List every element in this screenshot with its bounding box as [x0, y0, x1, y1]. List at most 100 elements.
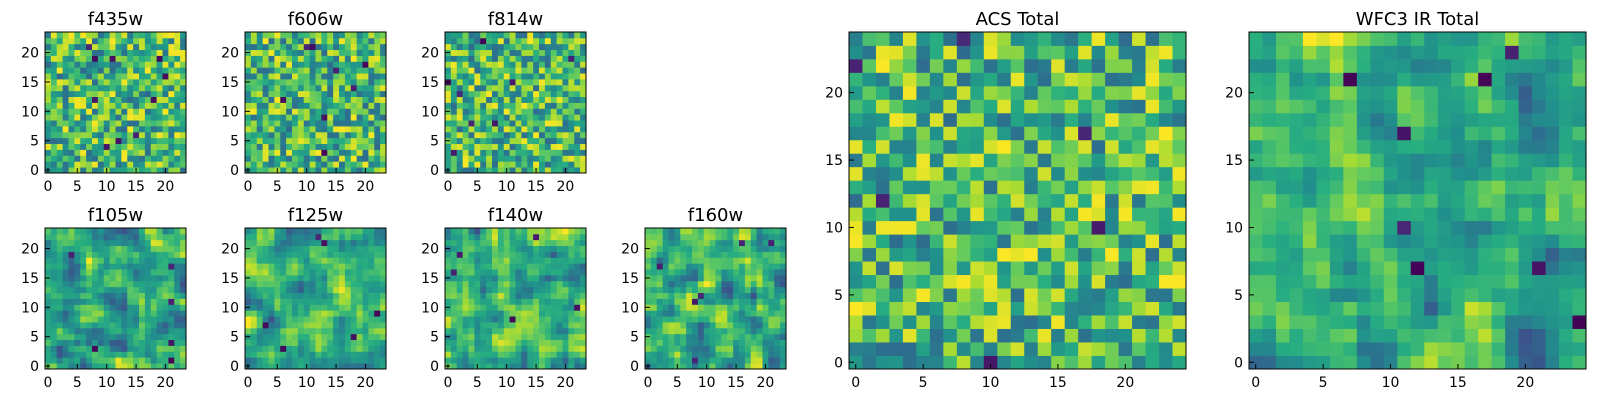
heatmap-cell	[297, 357, 305, 364]
heatmap-cell	[533, 339, 540, 346]
heatmap-cell	[150, 316, 158, 323]
heatmap-cell	[297, 73, 305, 80]
heatmap-cell	[680, 345, 687, 352]
heatmap-cell	[74, 298, 81, 305]
heatmap-cell	[168, 275, 175, 282]
heatmap-cell	[580, 37, 587, 45]
heatmap-cell	[62, 67, 69, 74]
heatmap-cell	[568, 114, 575, 121]
heatmap-cell	[321, 245, 328, 252]
heatmap-cell	[674, 357, 681, 364]
heatmap-cell	[574, 61, 581, 68]
heatmap-cell	[970, 274, 985, 289]
heatmap-cell	[1505, 355, 1519, 370]
heatmap-cell	[1024, 112, 1039, 127]
heatmap-cell	[327, 310, 334, 317]
heatmap-cell	[303, 108, 311, 115]
heatmap-cell	[574, 84, 581, 92]
heatmap-cell	[1132, 126, 1146, 141]
heatmap-cell	[750, 310, 758, 317]
heatmap-cell	[574, 275, 581, 282]
heatmap-cell	[668, 333, 675, 341]
heatmap-cell	[274, 84, 281, 92]
heatmap-cell	[297, 310, 305, 317]
heatmap-cell	[486, 131, 493, 139]
heatmap-cell	[274, 339, 281, 346]
heatmap-cell	[356, 149, 363, 156]
heatmap-cell	[849, 72, 863, 87]
heatmap-cell	[1172, 274, 1187, 289]
heatmap-cell	[292, 263, 299, 270]
heatmap-cell	[62, 37, 69, 45]
heatmap-cell	[1118, 342, 1133, 356]
heatmap-cell	[456, 32, 464, 39]
heatmap-cell	[368, 275, 375, 282]
heatmap-cell	[86, 333, 93, 341]
heatmap-cell	[750, 304, 758, 311]
heatmap-cell	[1159, 234, 1173, 249]
heatmap-cell	[68, 363, 75, 370]
heatmap-cell	[562, 257, 569, 264]
heatmap-cell	[262, 304, 269, 311]
heatmap-cell	[127, 327, 134, 335]
x-tick-label: 20	[557, 179, 575, 195]
heatmap-cell	[292, 322, 299, 329]
heatmap-cell	[245, 351, 252, 358]
heatmap-cell	[503, 131, 511, 139]
heatmap-cell	[256, 239, 264, 247]
heatmap-cell	[468, 357, 475, 364]
heatmap-cell	[645, 269, 652, 276]
heatmap-cell	[62, 90, 69, 98]
heatmap-cell	[68, 102, 75, 109]
heatmap-cell	[862, 126, 877, 141]
heatmap-cell	[286, 363, 293, 370]
heatmap-cell	[668, 310, 675, 317]
heatmap-cell	[97, 114, 105, 121]
heatmap-cell	[150, 251, 158, 258]
heatmap-cell	[1078, 220, 1093, 235]
heatmap-cell	[486, 73, 493, 80]
heatmap-cell	[709, 292, 716, 299]
heatmap-cell	[739, 322, 746, 329]
heatmap-cell	[362, 137, 369, 145]
heatmap-cell	[445, 357, 452, 364]
heatmap-cell	[92, 155, 99, 162]
heatmap-cell	[68, 251, 75, 258]
heatmap-cell	[274, 143, 281, 150]
heatmap-cell	[50, 79, 58, 86]
heatmap-cell	[156, 292, 163, 299]
heatmap-cell	[356, 339, 363, 346]
heatmap-cell	[1172, 342, 1187, 356]
heatmap-cell	[362, 37, 369, 45]
heatmap-cell	[92, 239, 99, 247]
heatmap-cell	[1172, 301, 1187, 316]
heatmap-cell	[103, 37, 111, 45]
heatmap-cell	[750, 351, 758, 358]
heatmap-cell	[297, 120, 305, 127]
heatmap-cell	[315, 167, 322, 174]
heatmap-cell	[562, 327, 569, 335]
heatmap-cell	[303, 257, 311, 264]
heatmap-cell	[62, 292, 69, 299]
heatmap-cell	[62, 298, 69, 305]
heatmap-cell	[515, 239, 522, 247]
heatmap-cell	[162, 275, 169, 282]
heatmap-cell	[983, 355, 998, 370]
heatmap-cell	[1078, 207, 1093, 222]
heatmap-cell	[280, 84, 287, 92]
heatmap-cell	[862, 72, 877, 87]
heatmap-cell	[902, 288, 917, 302]
heatmap-cell	[1064, 193, 1079, 208]
heatmap-cell	[303, 233, 311, 241]
heatmap-cell	[450, 73, 458, 80]
heatmap-cell	[656, 316, 664, 323]
heatmap-cell	[515, 339, 522, 346]
heatmap-cell	[862, 288, 877, 302]
heatmap-cell	[156, 84, 163, 92]
heatmap-cell	[445, 155, 452, 162]
heatmap-cell	[568, 32, 575, 39]
heatmap-cell	[480, 363, 487, 370]
heatmap-cell	[156, 131, 163, 139]
heatmap-cell	[544, 322, 552, 329]
heatmap-cell	[156, 167, 163, 174]
